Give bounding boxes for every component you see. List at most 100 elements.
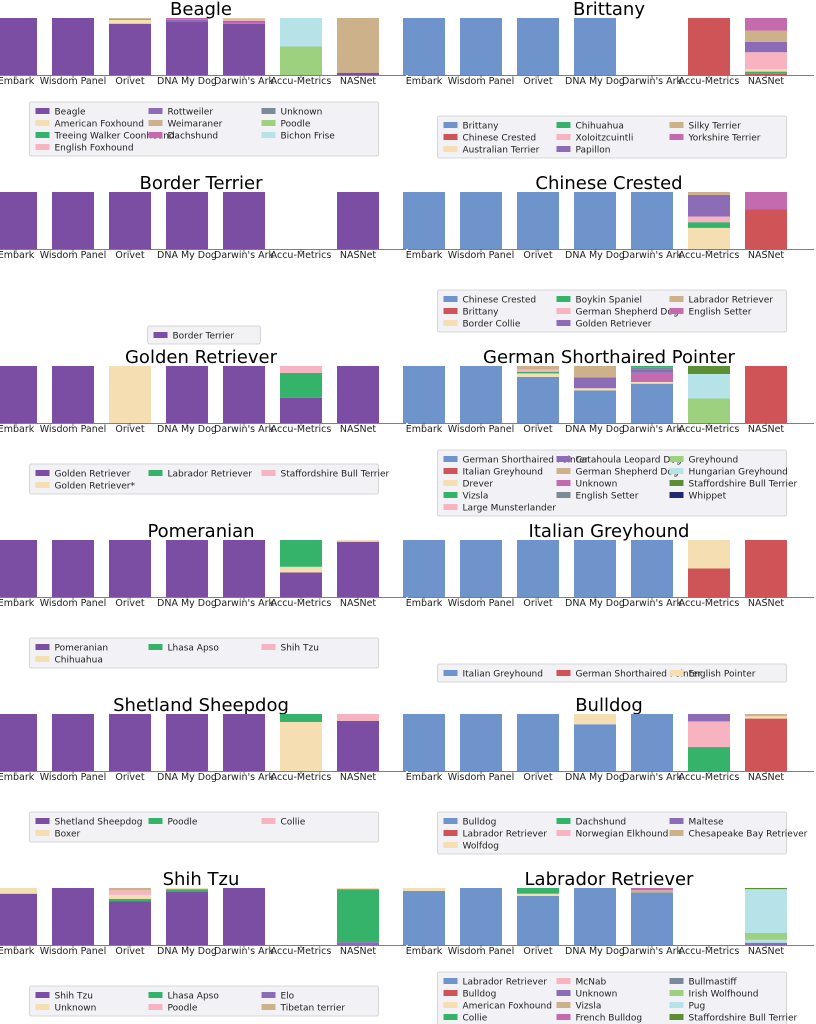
chart-title: Shetland Sheepdog xyxy=(113,695,289,716)
x-tick-label-embark: Embark xyxy=(0,946,35,957)
legend-swatch-bulldog xyxy=(443,818,458,824)
legend: Brittany Chihuahua Silky Terrier Chinese Cr… xyxy=(437,115,787,159)
x-tick-label-orivet: Orivet xyxy=(523,250,552,261)
bar-segment-orivet-large-munsterlander xyxy=(517,369,559,372)
bar-segment-dna-my-dog-lhasa-apso xyxy=(166,889,208,892)
bar-segment-darwin-s-ark-unknown xyxy=(631,372,673,382)
bar-segment-nasnet-collie xyxy=(337,714,379,721)
chart-title: Border Terrier xyxy=(139,173,263,194)
x-tick-label-nasnet: NASNet xyxy=(748,946,785,957)
bar-segment-nasnet-italian-greyhound xyxy=(745,366,787,423)
legend-swatch-wolfdog xyxy=(443,842,458,848)
legend-label-boxer: Boxer xyxy=(55,830,81,840)
legend-swatch-collie xyxy=(261,818,276,824)
legend-label-english-setter: English Setter xyxy=(689,308,752,318)
bar-segment-dna-my-dog-catahoula-leopard-dog xyxy=(574,377,616,389)
legend-swatch-staffordshire-bull-terrier xyxy=(261,470,276,476)
bar-segment-orivet-drever xyxy=(517,373,559,377)
legend-swatch-golden-retriever xyxy=(556,320,571,326)
legend-label-english-pointer: English Pointer xyxy=(689,670,756,680)
legend-frame xyxy=(437,289,787,333)
x-tick-label-orivet: Orivet xyxy=(115,772,144,783)
legend-label-drever: Drever xyxy=(463,480,494,490)
legend-label-shetland-sheepdog: Shetland Sheepdog xyxy=(55,818,143,828)
bar-segment-accu-metrics-greyhound xyxy=(688,398,730,423)
legend-label-labrador-retriever: Labrador Retriever xyxy=(689,296,774,306)
bar-segment-dna-my-dog-shetland-sheepdog xyxy=(166,714,208,771)
legend-swatch-yorkshire-terrier xyxy=(669,134,684,140)
bar-segment-orivet-lhasa-apso xyxy=(109,898,151,902)
bar-segment-wisdom-panel-pomeranian xyxy=(52,540,94,597)
chart-title: German Shorthaired Pointer xyxy=(483,347,736,368)
legend-swatch-labrador-retriever xyxy=(443,830,458,836)
bar-segment-embark-beagle xyxy=(0,18,37,75)
bar-segment-nasnet-border-terrier xyxy=(337,192,379,249)
legend-swatch-pomeranian xyxy=(35,644,50,650)
bar-segment-wisdom-panel-shetland-sheepdog xyxy=(52,714,94,771)
bar-segment-embark-italian-greyhound xyxy=(403,540,445,597)
legend-label-unknown: Unknown xyxy=(281,108,323,118)
x-tick-label-orivet: Orivet xyxy=(115,424,144,435)
bar-segment-darwin-s-ark-american-foxhound xyxy=(223,18,265,19)
bar-segment-accu-metrics-english-pointer xyxy=(688,540,730,569)
bar-segment-nasnet-wolfdog xyxy=(745,716,787,719)
bar-segment-dna-my-dog-german-shepherd-dog xyxy=(574,366,616,378)
legend-label-australian-terrier: Australian Terrier xyxy=(463,146,540,156)
legend-swatch-chihuahua xyxy=(556,122,571,128)
legend-label-tibetan-terrier: Tibetan terrier xyxy=(280,1004,346,1014)
legend-swatch-italian-greyhound xyxy=(443,670,458,676)
x-tick-label-dna-my-dog: DNA My Dog xyxy=(157,598,217,609)
x-tick-label-nasnet: NASNet xyxy=(748,250,785,261)
legend-swatch-border-terrier xyxy=(153,332,168,338)
legend-label-dachshund: Dachshund xyxy=(576,818,627,828)
bar-segment-nasnet-chihuahua xyxy=(745,71,787,74)
bar-segment-wisdom-panel-golden-retriever xyxy=(52,366,94,423)
bar-segment-dna-my-dog-chinese-crested xyxy=(574,192,616,249)
chart-title: Pomeranian xyxy=(147,521,254,542)
bar-segment-darwin-s-ark-italian-greyhound xyxy=(631,540,673,597)
legend-label-vizsla: Vizsla xyxy=(576,1002,602,1012)
legend-swatch-labrador-retriever xyxy=(148,470,163,476)
chart-title: Italian Greyhound xyxy=(529,521,690,542)
bar-segment-darwin-s-ark-french-bulldog xyxy=(631,888,673,891)
legend-swatch-vizsla xyxy=(443,492,458,498)
bar-segment-accu-metrics-golden-retriever xyxy=(688,194,730,217)
bar-segment-orivet-shetland-sheepdog xyxy=(109,714,151,771)
legend-swatch-italian-greyhound xyxy=(443,468,458,474)
legend-label-bulldog: Bulldog xyxy=(463,818,497,828)
legend-swatch-norwegian-elkhound xyxy=(556,830,571,836)
bar-segment-accu-metrics-poodle xyxy=(280,714,322,722)
bar-segment-orivet-collie xyxy=(517,888,559,894)
x-tick-label-accu-metrics: Accu-Metrics xyxy=(679,76,740,87)
bar-segment-orivet-beagle xyxy=(109,23,151,75)
x-tick-label-dna-my-dog: DNA My Dog xyxy=(157,250,217,261)
legend-swatch-golden-retriever xyxy=(35,482,50,488)
bar-segment-embark-chinese-crested xyxy=(403,192,445,249)
legend-swatch-shih-tzu xyxy=(261,644,276,650)
bar-segment-nasnet-labrador-retriever xyxy=(745,718,787,771)
legend-label-chihuahua: Chihuahua xyxy=(55,656,103,666)
legend-swatch-dachshund xyxy=(148,132,163,138)
bar-segment-embark-labrador-retriever xyxy=(403,890,445,945)
bar-segment-nasnet-silky-terrier xyxy=(745,30,787,42)
legend-frame xyxy=(437,811,787,855)
chart-title: Labrador Retriever xyxy=(525,869,695,890)
legend: Beagle Rottweiler Unknown American Foxhound… xyxy=(29,101,379,157)
legend-label-treeing-walker-coonhound: Treeing Walker Coonhound xyxy=(54,132,175,142)
x-tick-label-wisdom-panel: Wisdom Panel xyxy=(40,946,107,957)
x-tick-label-orivet: Orivet xyxy=(523,598,552,609)
legend-label-lhasa-apso: Lhasa Apso xyxy=(168,644,220,654)
bar-segment-darwin-s-ark-shih-tzu xyxy=(223,888,265,945)
legend: Chinese Crested Boykin Spaniel Labrador Re… xyxy=(437,289,787,333)
legend-swatch-brittany xyxy=(443,308,458,314)
chart-title: Beagle xyxy=(170,0,232,20)
legend-swatch-vizsla xyxy=(556,1002,571,1008)
bar-segment-darwin-s-ark-weimaraner xyxy=(223,18,265,20)
legend-label-italian-greyhound: Italian Greyhound xyxy=(463,670,543,680)
legend-label-irish-wolfhound: Irish Wolfhound xyxy=(689,990,759,1000)
bar-segment-wisdom-panel-beagle xyxy=(52,18,94,75)
legend-swatch-poodle xyxy=(148,818,163,824)
legend-swatch-australian-terrier xyxy=(443,146,458,152)
bar-segment-orivet-unknown xyxy=(109,894,151,899)
x-tick-label-embark: Embark xyxy=(406,76,443,87)
